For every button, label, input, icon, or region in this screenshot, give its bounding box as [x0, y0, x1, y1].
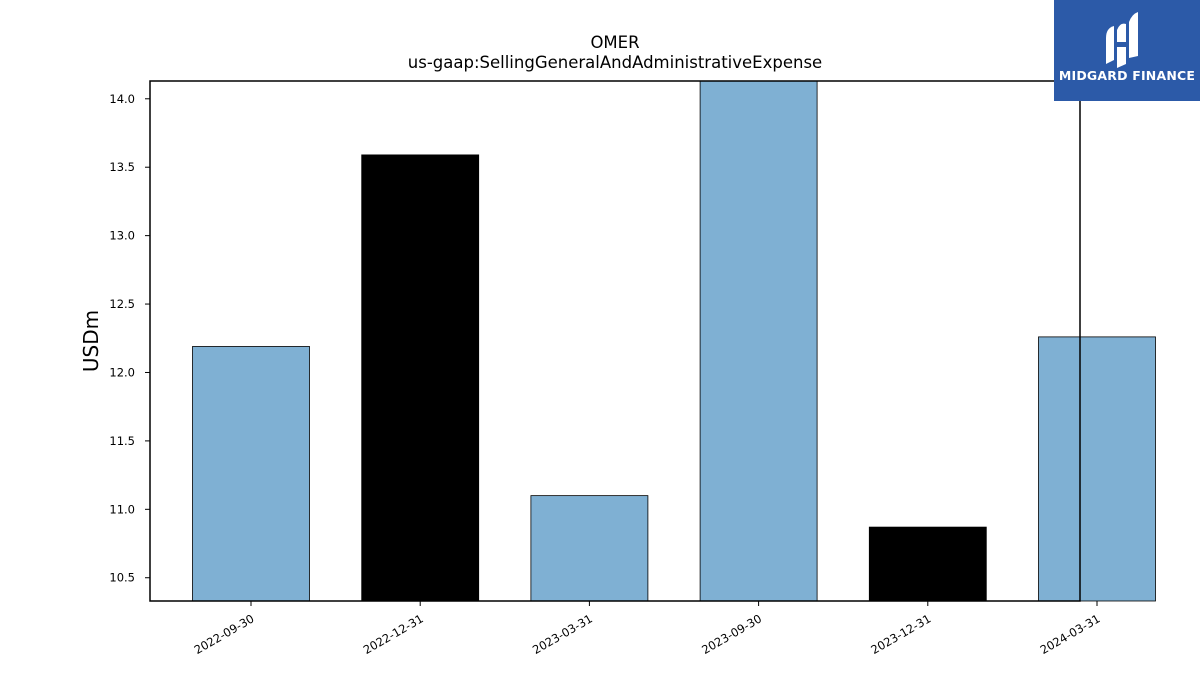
bar-2022-12-31	[361, 154, 480, 602]
x-tick-label: 2023-09-30	[699, 611, 764, 657]
x-tick-label: 2022-12-31	[361, 611, 426, 657]
plot-frame	[149, 80, 1081, 602]
y-axis-ticks: 10.5 11.0 11.5 12.0 12.5 13.0 13.5 14.0	[109, 92, 150, 585]
x-tick-label: 2023-12-31	[868, 611, 933, 657]
chart-title: OMER	[590, 33, 639, 52]
bar-2023-12-31	[868, 526, 987, 602]
y-tick-label: 13.0	[109, 229, 135, 243]
y-tick-label: 11.5	[109, 434, 135, 448]
y-tick-label: 11.0	[109, 502, 135, 516]
y-tick-label: 12.5	[109, 297, 135, 311]
logo-text: MIDGARD FINANCE	[1058, 68, 1196, 83]
y-tick-label: 13.5	[109, 160, 135, 174]
x-axis-ticks: 2022-09-30 2022-12-31 2023-03-31 2023-09-30…	[192, 601, 1103, 657]
bar-2023-09-30	[699, 80, 818, 602]
x-tick-label: 2023-03-31	[530, 611, 595, 657]
chart-subtitle: us-gaap:SellingGeneralAndAdministrativeE…	[408, 53, 822, 72]
midgard-finance-logo-icon	[1106, 12, 1138, 69]
y-axis-label: USDm	[79, 310, 103, 372]
x-tick-label: 2024-03-31	[1038, 611, 1103, 657]
y-tick-label: 10.5	[109, 571, 135, 585]
bar-2022-09-30	[192, 346, 310, 602]
y-tick-label: 12.0	[109, 365, 135, 379]
x-tick-label: 2022-09-30	[192, 611, 257, 657]
midgard-finance-logo: MIDGARD FINANCE	[1054, 0, 1200, 101]
bar-2024-03-31	[1038, 336, 1156, 602]
bars	[192, 80, 1156, 602]
y-tick-label: 14.0	[109, 92, 135, 106]
bar-2023-03-31	[530, 495, 649, 602]
